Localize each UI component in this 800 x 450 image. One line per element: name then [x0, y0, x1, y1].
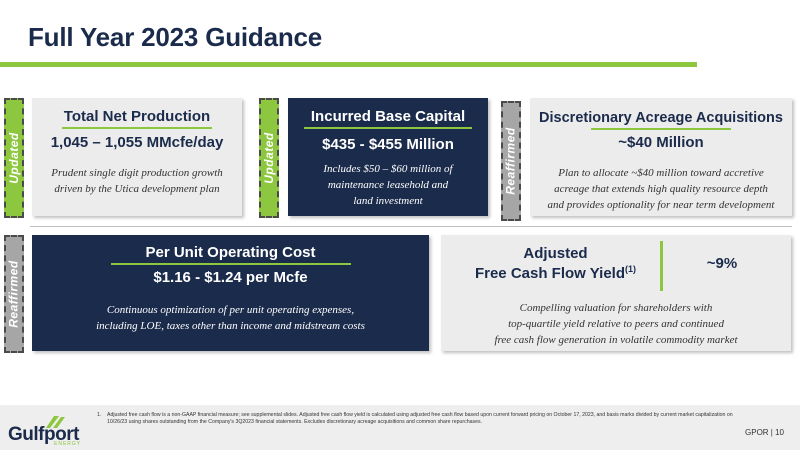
- card-value: $435 - $455 Million: [322, 136, 454, 153]
- card-heading: Discretionary Acreage Acquisitions: [539, 110, 783, 126]
- fcf-heading: Adjusted Free Cash Flow Yield(1): [453, 245, 658, 282]
- title-underline: [0, 62, 697, 67]
- row-divider: [30, 226, 792, 227]
- logo-wordmark: Gulfport: [8, 424, 79, 445]
- desc-line: and provides optionality for near term d…: [547, 199, 775, 211]
- card-incurred-base-capital: Incurred Base Capital $435 - $455 Millio…: [288, 98, 488, 216]
- heading-underline: [62, 127, 212, 129]
- desc-line: driven by the Utica development plan: [54, 183, 220, 195]
- status-tag-capital: Updated: [259, 98, 279, 218]
- gulfport-logo-icon: [46, 416, 65, 428]
- card-heading-line1: Adjusted: [523, 245, 588, 262]
- desc-line: land investment: [353, 195, 423, 207]
- card-value: ~9%: [706, 255, 738, 272]
- desc-line: free cash flow generation in volatile co…: [494, 334, 738, 346]
- card-total-net-production: Total Net Production 1,045 – 1,055 MMcfe…: [32, 98, 242, 216]
- footer-band: [0, 405, 800, 450]
- card-heading: Per Unit Operating Cost: [145, 244, 316, 261]
- heading-underline: [304, 127, 472, 129]
- desc-line: Prudent single digit production growth: [51, 167, 223, 179]
- status-tag-opcost: Reaffirmed: [4, 235, 24, 353]
- footnote-text: Adjusted free cash flow is a non-GAAP fi…: [107, 412, 733, 425]
- card-heading: Total Net Production: [63, 108, 211, 125]
- status-tag-label: Reaffirmed: [7, 260, 21, 328]
- slide-title: Full Year 2023 Guidance: [28, 22, 323, 52]
- status-tag-label: Updated: [262, 132, 276, 184]
- card-description: Prudent single digit production growth d…: [32, 165, 242, 197]
- footnote-number: 1.: [97, 412, 102, 418]
- desc-line: top-quartile yield relative to peers and…: [508, 318, 724, 330]
- footnote: 1. Adjusted free cash flow is a non-GAAP…: [97, 412, 747, 426]
- card-value: ~$40 Million: [618, 134, 704, 151]
- card-value: $1.16 - $1.24 per Mcfe: [153, 269, 308, 286]
- card-description: Plan to allocate ~$40 million toward acc…: [530, 165, 792, 213]
- desc-line: acreage that extends high quality resour…: [554, 183, 768, 195]
- card-discretionary-acreage: Discretionary Acreage Acquisitions ~$40 …: [530, 98, 792, 216]
- desc-line: Compelling valuation for shareholders wi…: [519, 302, 713, 314]
- status-tag-acquisitions: Reaffirmed: [501, 101, 521, 221]
- desc-line: Includes $50 – $60 million of: [323, 163, 453, 175]
- desc-line: Continuous optimization of per unit oper…: [106, 304, 355, 316]
- card-description: Continuous optimization of per unit oper…: [32, 302, 429, 334]
- heading-text: Free Cash Flow Yield: [474, 265, 626, 282]
- footnote-marker: (1): [625, 264, 637, 274]
- logo-subtitle: ENERGY: [54, 441, 82, 447]
- card-heading: Incurred Base Capital: [310, 108, 466, 125]
- fcf-vertical-rule: [660, 241, 663, 291]
- card-value: 1,045 – 1,055 MMcfe/day: [50, 134, 224, 151]
- card-adjusted-fcf-yield: Adjusted Free Cash Flow Yield(1) ~9% Com…: [441, 235, 791, 351]
- desc-line: including LOE, taxes other than income a…: [96, 320, 365, 332]
- heading-underline: [591, 128, 731, 130]
- card-per-unit-operating-cost: Per Unit Operating Cost $1.16 - $1.24 pe…: [32, 235, 429, 351]
- status-tag-production: Updated: [4, 98, 24, 218]
- card-description: Includes $50 – $60 million of maintenanc…: [288, 161, 488, 209]
- heading-underline: [110, 263, 351, 265]
- card-description: Compelling valuation for shareholders wi…: [441, 300, 791, 348]
- desc-line: maintenance leasehold and: [327, 179, 449, 191]
- card-heading-line2: Free Cash Flow Yield(1): [453, 264, 658, 282]
- desc-line: Plan to allocate ~$40 million toward acc…: [558, 167, 764, 179]
- status-tag-label: Updated: [7, 132, 21, 184]
- status-tag-label: Reaffirmed: [504, 127, 518, 195]
- page-number: GPOR | 10: [745, 428, 784, 437]
